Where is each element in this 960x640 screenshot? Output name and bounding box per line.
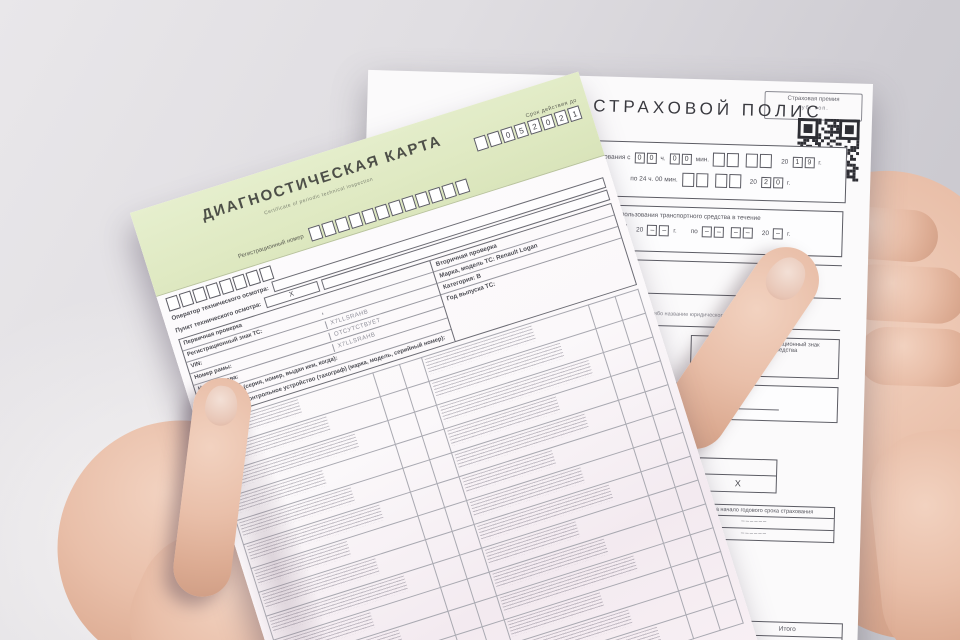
year-suffix: г.: [818, 159, 822, 167]
period-to-label: по: [690, 227, 698, 236]
period-to-boxes: – – – –: [701, 226, 758, 239]
year-prefix: 20: [761, 229, 770, 238]
minutes-unit: мин.: [695, 155, 710, 163]
left-thumb-nail: [202, 384, 240, 428]
year-suffix: г.: [673, 227, 677, 235]
x-mark-box: X: [698, 457, 778, 494]
right-ring-finger: [857, 325, 960, 389]
year-suffix: г.: [786, 230, 791, 238]
year-prefix: 20: [749, 178, 758, 186]
term-date-boxes: [712, 152, 777, 169]
period-from-year-boxes: – –: [647, 224, 670, 237]
x-mark: X: [734, 478, 741, 489]
year-suffix: г.: [786, 179, 791, 187]
right-thumb-nail: [758, 250, 813, 307]
term-second-row-label: по 24 ч. 00 мин.: [630, 174, 678, 184]
hours-unit: ч.: [660, 154, 666, 162]
term-date-boxes-2: [681, 172, 746, 189]
period-to-year-boxes: –: [772, 228, 784, 240]
year-prefix: 20: [635, 226, 644, 234]
insurance-policy-document: Страховая премия руб. коп. СТРАХОВОЙ ПОЛ…: [351, 69, 873, 640]
year-prefix: 20: [781, 157, 789, 166]
